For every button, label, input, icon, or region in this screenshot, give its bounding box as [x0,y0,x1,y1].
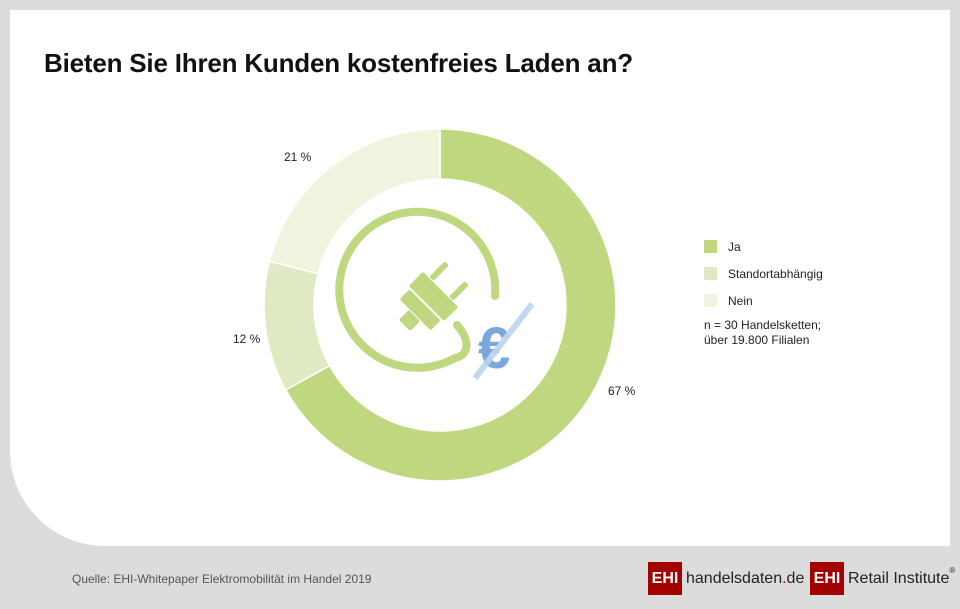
donut-slice-ja [284,128,617,482]
legend-label: Nein [728,293,753,308]
legend-item-standortabhaengig: Standortabhängig [704,260,823,287]
logo-tld: de [786,569,805,587]
chart-title: Bieten Sie Ihren Kunden kostenfreies Lad… [44,48,633,78]
ehi-logo-box: EHI [648,562,682,595]
legend-swatch [704,294,717,307]
strike-line [472,302,535,380]
legend-item-ja: Ja [704,233,823,260]
legend-item-nein: Nein [704,287,823,314]
legend-swatch [704,267,717,280]
handelsdaten-logo-text: handelsdaten.de [686,570,804,588]
sample-note: n = 30 Handelsketten; über 19.800 Filial… [704,318,821,348]
handelsdaten-logo: EHI handelsdaten.de [648,562,804,595]
legend: Ja Standortabhängig Nein [704,233,823,314]
cable-tail [451,321,471,362]
value-label-standortabhängig: 12 % [233,332,261,346]
legend-swatch [704,240,717,253]
retail-institute-logo: EHI Retail Institute® [810,562,955,595]
plug-no-euro-icon: € [335,207,535,381]
source-text: Quelle: EHI-Whitepaper Elektromobilität … [72,572,372,586]
logo-name: Retail Institute [848,569,950,587]
retail-institute-logo-text: Retail Institute® [848,566,955,588]
legend-label: Ja [728,239,741,254]
donut-slices [263,128,617,482]
note-line-2: über 19.800 Filialen [704,333,810,347]
cable-ring [335,207,500,372]
value-label-nein: 21 % [284,150,312,164]
logo-name: handelsdaten [686,569,783,587]
donut-slice-standortabhängig [263,260,331,391]
legend-label: Standortabhängig [728,266,823,281]
note-line-1: n = 30 Handelsketten; [704,318,822,332]
plug-body [399,261,469,331]
registered-mark: ® [949,565,956,575]
logo-dot: . [782,569,787,587]
value-labels: 67 % 12 % 21 % [233,150,636,398]
ehi-logo-box: EHI [810,562,844,595]
value-label-ja: 67 % [608,384,636,398]
donut-slice-nein [268,128,441,275]
